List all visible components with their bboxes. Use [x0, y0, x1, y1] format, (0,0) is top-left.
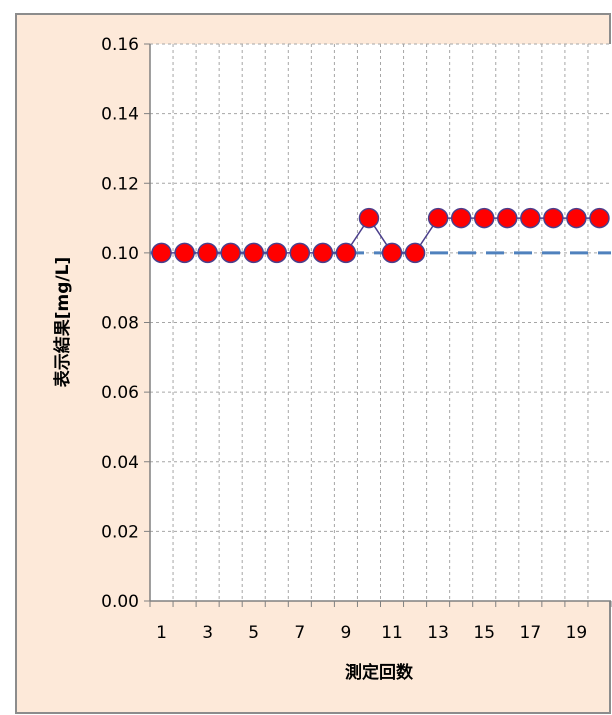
y-tick-label: 0.00: [101, 592, 139, 612]
data-point: [543, 207, 564, 229]
data-point: [266, 242, 288, 264]
x-tick-label: 13: [427, 623, 449, 643]
x-tick-label: 17: [520, 623, 542, 643]
y-tick-label: 0.10: [101, 244, 139, 264]
y-tick-label: 0.16: [101, 35, 139, 55]
data-point: [427, 207, 449, 229]
data-point: [220, 242, 241, 264]
axes: [144, 43, 612, 607]
x-tick-label: 19: [566, 623, 588, 643]
data-point: [243, 242, 264, 264]
data-point: [520, 207, 541, 229]
data-point: [566, 207, 587, 229]
x-tick-label: 3: [202, 623, 213, 643]
data-point: [497, 207, 518, 229]
data-point: [335, 242, 357, 264]
x-tick-labels: 1 3 5 7 9 11 13 15 17 19: [156, 623, 587, 643]
y-tick-label: 0.08: [101, 314, 139, 334]
data-point: [404, 242, 426, 264]
data-point: [589, 207, 610, 229]
x-tick-label: 15: [473, 623, 495, 643]
data-point: [151, 242, 172, 264]
data-point: [174, 242, 195, 264]
y-tick-label: 0.14: [101, 105, 139, 125]
x-tick-label: 11: [381, 623, 403, 643]
y-axis-title: 表示結果[mg/L]: [52, 257, 73, 387]
y-tick-label: 0.12: [101, 174, 139, 194]
x-tick-label: 5: [248, 623, 259, 643]
y-tick-label: 0.04: [101, 453, 139, 473]
data-point: [197, 242, 218, 264]
x-tick-label: 7: [294, 623, 305, 643]
data-point: [312, 242, 334, 264]
y-tick-label: 0.02: [101, 522, 139, 542]
data-point: [358, 207, 380, 229]
series-group: [151, 207, 610, 264]
x-axis-title: 測定回数: [345, 662, 414, 683]
data-point: [473, 207, 495, 229]
x-tick-label: 1: [156, 623, 167, 643]
y-tick-labels: 0.00 0.02 0.04 0.06 0.08 0.10 0.12 0.14 0.16: [101, 35, 139, 612]
data-point: [381, 242, 403, 264]
data-point: [289, 242, 311, 264]
x-tick-label: 9: [341, 623, 352, 643]
y-tick-label: 0.06: [101, 383, 139, 403]
data-point: [450, 207, 472, 229]
